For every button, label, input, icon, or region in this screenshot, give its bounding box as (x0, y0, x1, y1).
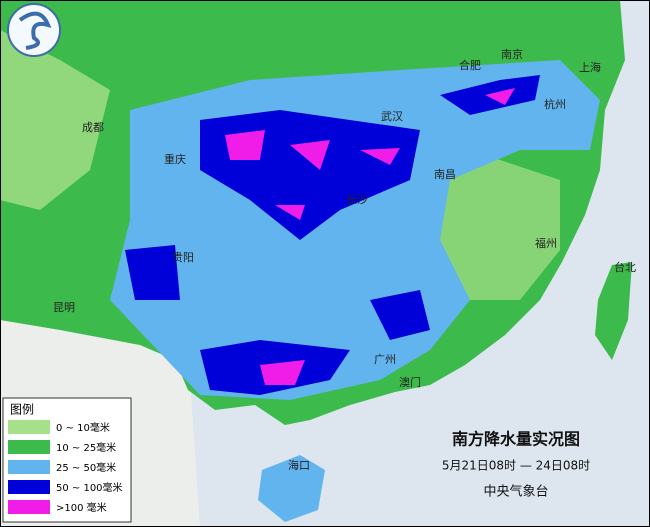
city-label: 福州 (535, 236, 557, 250)
period: 5月21日08时 — 24日08时 (442, 459, 590, 473)
light-rain (0, 30, 110, 210)
legend-label: 0 ~ 10毫米 (56, 421, 110, 434)
legend-swatch (8, 440, 50, 454)
city-label: 成都 (82, 121, 104, 134)
legend-label: >100 毫米 (56, 501, 107, 514)
issuer: 中央气象台 (483, 484, 548, 500)
heavy-rain (125, 245, 180, 300)
city-label: 合肥 (459, 58, 481, 72)
city-label: 长沙 (346, 193, 368, 206)
city-label: 南昌 (434, 168, 456, 181)
legend-label: 10 ~ 25毫米 (56, 441, 116, 454)
taiwan (595, 262, 632, 360)
legend-label: 50 ~ 100毫米 (56, 481, 123, 494)
legend-title: 图例 (10, 403, 34, 417)
city-label: 重庆 (164, 152, 186, 166)
legend-swatch (8, 460, 50, 474)
city-label: 海口 (288, 458, 310, 472)
legend-label: 25 ~ 50毫米 (56, 461, 116, 474)
heavy-rain (370, 290, 430, 340)
city-label: 杭州 (544, 97, 566, 111)
city-label: 上海 (579, 60, 601, 74)
city-label: 武汉 (381, 110, 403, 123)
city-label: 台北 (614, 260, 636, 274)
legend-swatch (8, 480, 50, 494)
city-label: 澳门 (399, 375, 421, 389)
map-title: 南方降水量实况图 (452, 430, 580, 449)
hainan (258, 455, 325, 522)
city-label: 昆明 (53, 301, 75, 314)
city-label: 贵阳 (172, 251, 194, 264)
logo-mark (18, 11, 52, 50)
legend-swatch (8, 500, 50, 514)
legend-items: 0 ~ 10毫米 10 ~ 25毫米 25 ~ 50毫米 50 ~ 100毫米 >100… (8, 420, 123, 514)
city-label: 广州 (374, 353, 396, 366)
city-label: 南京 (501, 47, 523, 61)
legend-swatch (8, 420, 50, 434)
